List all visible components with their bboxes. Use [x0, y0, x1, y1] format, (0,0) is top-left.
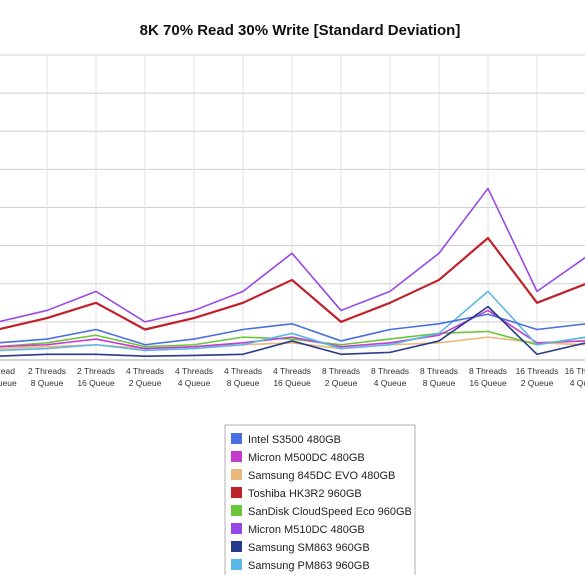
legend-swatch [231, 469, 242, 480]
x-tick-label: 4 Threads [224, 366, 262, 376]
x-tick-label: 16 Threads [565, 366, 585, 376]
legend-label: Micron M510DC 480GB [248, 524, 365, 536]
legend-swatch [231, 487, 242, 498]
x-tick-label: 4 Threads [175, 366, 213, 376]
legend-label: Samsung PM863 960GB [248, 560, 370, 572]
x-tick-label: 4 Queue [570, 378, 585, 388]
legend: Intel S3500 480GB Micron M500DC 480GB Sams… [224, 424, 416, 575]
x-tick-label: 4 Queue [374, 378, 407, 388]
series-lines [0, 187, 585, 357]
legend-swatch [231, 505, 242, 516]
legend-label: Toshiba HK3R2 960GB [248, 488, 362, 500]
legend-label: SanDisk CloudSpeed Eco 960GB [248, 506, 412, 518]
x-tick-label: 2 Threads [28, 366, 66, 376]
x-tick-label: 4 Threads [126, 366, 164, 376]
x-tick-label: 8 Threads [371, 366, 409, 376]
x-tick-label: 8 Threads [469, 366, 507, 376]
x-tick-label: 16 Queue [77, 378, 115, 388]
series-line-0 [0, 313, 585, 346]
series-line-3 [0, 236, 585, 331]
legend-label: Samsung SM863 960GB [248, 542, 370, 554]
legend-swatch [231, 451, 242, 462]
chart-title: 8K 70% Read 30% Write [Standard Deviatio… [140, 22, 461, 39]
x-tick-label: 16 Queue [273, 378, 311, 388]
legend-label: Samsung 845DC EVO 480GB [248, 470, 395, 482]
legend-swatch [231, 541, 242, 552]
legend-swatch [231, 433, 242, 444]
x-tick-labels: 1 Thread 16 Queue 2 Threads 8 Queue 2 Thread… [0, 366, 585, 388]
x-tick-label: 2 Queue [129, 378, 162, 388]
legend-swatch [231, 523, 242, 534]
x-tick-label: 4 Queue [178, 378, 211, 388]
legend-swatch [231, 559, 242, 570]
gridlines [0, 54, 585, 361]
x-tick-label: 8 Queue [31, 378, 64, 388]
series-line-5 [0, 187, 585, 323]
legend-label: Intel S3500 480GB [248, 434, 341, 446]
x-tick-label: 16 Threads [516, 366, 559, 376]
x-tick-label: 2 Threads [77, 366, 115, 376]
x-tick-label: 8 Queue [423, 378, 456, 388]
x-tick-label: 16 Queue [469, 378, 507, 388]
series-line-4 [0, 330, 585, 348]
series-line-6 [0, 305, 585, 357]
series-line-1 [0, 309, 585, 350]
x-tick-label: 8 Threads [420, 366, 458, 376]
x-tick-label: 16 Queue [0, 378, 17, 388]
x-tick-label: 8 Queue [227, 378, 260, 388]
legend-box [224, 424, 416, 575]
x-tick-label: 2 Queue [521, 378, 554, 388]
legend-label: Micron M500DC 480GB [248, 452, 365, 464]
x-tick-label: 8 Threads [322, 366, 360, 376]
x-tick-label: 4 Threads [273, 366, 311, 376]
x-tick-label: 2 Queue [325, 378, 358, 388]
x-tick-label: 1 Thread [0, 366, 15, 376]
series-line-7 [0, 290, 585, 352]
